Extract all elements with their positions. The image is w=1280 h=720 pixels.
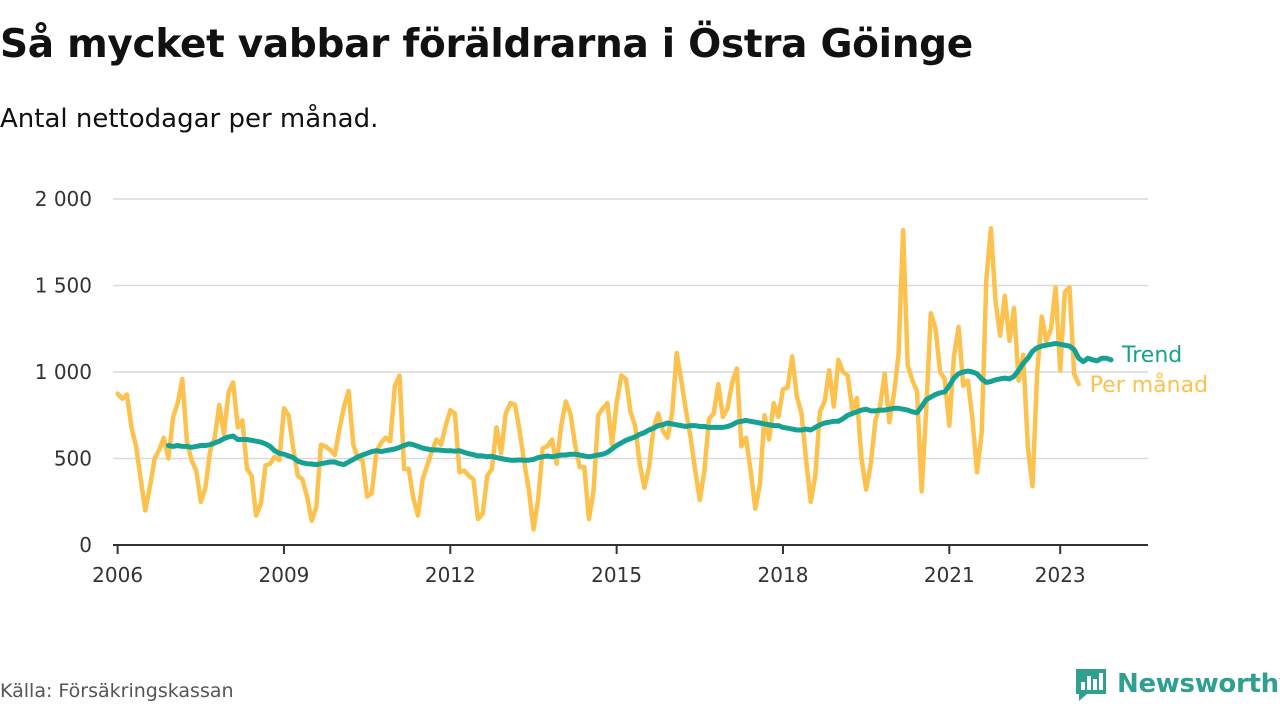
x-tick-label: 2006 [92, 563, 143, 587]
line-chart: 0 500 1 000 1 500 2 000 2006 2009 2012 2015 2018… [35, 187, 1208, 587]
brand-name: Newsworthy [1117, 669, 1280, 699]
monthly-series-line [115, 226, 1081, 532]
legend: Trend Per månad [1090, 343, 1208, 398]
x-tick-label: 2023 [1035, 563, 1086, 587]
x-tick-label: 2018 [758, 563, 809, 587]
legend-label-monthly: Per månad [1090, 372, 1208, 398]
trend-series-line [165, 341, 1114, 468]
x-tick-label: 2009 [259, 563, 310, 587]
legend-label-trend: Trend [1121, 343, 1182, 368]
brand-logo[interactable]: Newsworthy [1073, 666, 1280, 702]
y-tick-label: 2 000 [35, 187, 92, 211]
bar-chart-icon [1076, 669, 1106, 701]
y-axis-tick-labels: 0 500 1 000 1 500 2 000 [35, 187, 92, 557]
y-tick-label: 1 000 [35, 360, 92, 384]
chart-subtitle: Antal nettodagar per månad. [0, 104, 379, 134]
x-tick-label: 2012 [425, 563, 476, 587]
y-tick-label: 1 500 [35, 274, 92, 298]
series-lines [115, 226, 1114, 532]
chart-title: Så mycket vabbar föräldrarna i Östra Göi… [0, 22, 973, 67]
y-tick-label: 0 [79, 533, 92, 557]
source-note: Källa: Försäkringskassan [0, 680, 234, 702]
x-tick-label: 2021 [924, 563, 975, 587]
x-tick-label: 2015 [591, 563, 642, 587]
x-axis: 2006 2009 2012 2015 2018 2021 2023 [92, 544, 1148, 587]
y-tick-label: 500 [54, 447, 92, 471]
